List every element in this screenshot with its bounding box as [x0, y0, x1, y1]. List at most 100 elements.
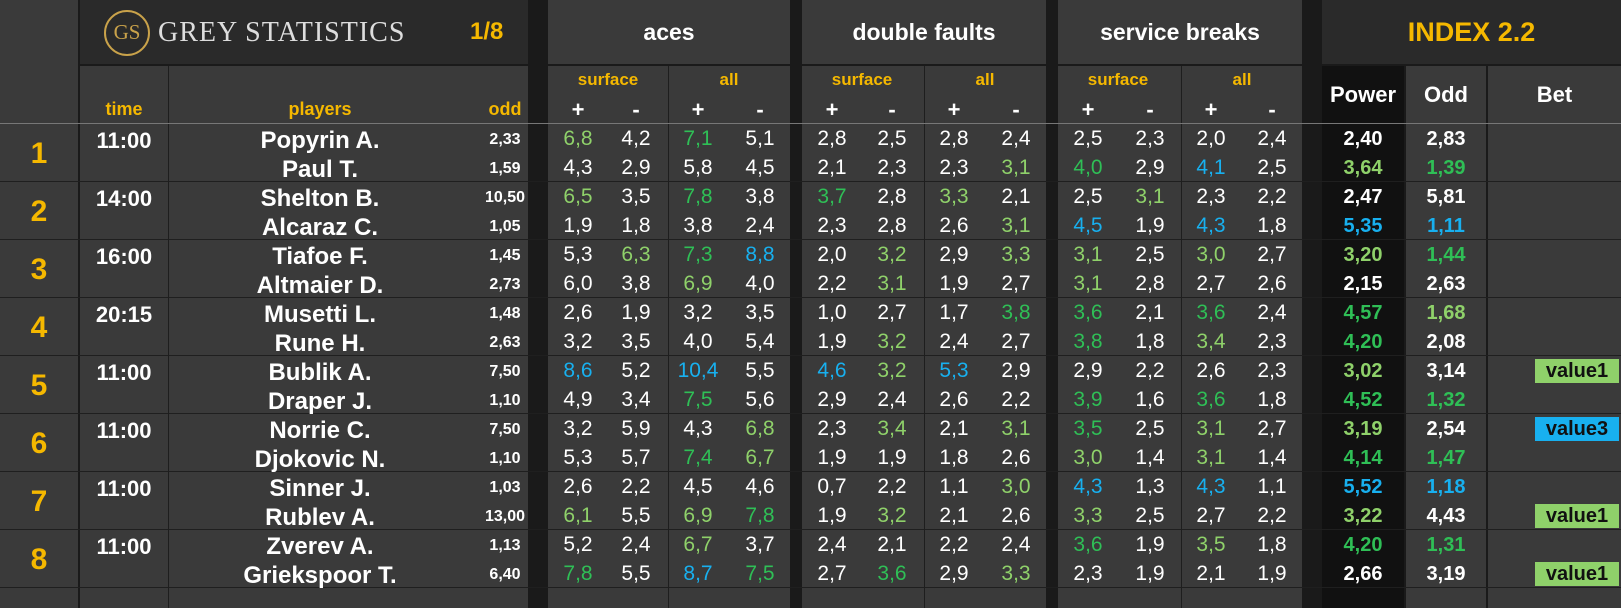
player-odd: 7,50 [489, 421, 521, 438]
players-col-bg [80, 124, 528, 608]
brand-name: GREY STATISTICS [158, 17, 406, 48]
aces-stat-cell: 5,7 [621, 446, 651, 469]
bet-value-badge[interactable]: value3 [1535, 417, 1619, 441]
sb-stat-cell: 2,3 [1073, 562, 1103, 585]
df-stat-cell: 2,4 [817, 533, 847, 556]
aces-stat-cell: 5,5 [621, 562, 651, 585]
df-stat-cell: 3,3 [1001, 243, 1031, 266]
bet-value-badge[interactable]: value1 [1535, 562, 1619, 586]
power-value: 2,15 [1343, 273, 1383, 295]
df-stat-cell: 2,6 [1001, 504, 1031, 527]
sb-stat-cell: 2,5 [1073, 185, 1103, 208]
sb-stat-cell: 2,9 [1135, 156, 1165, 179]
power-value: 3,02 [1343, 360, 1383, 382]
df-stat-cell: 1,0 [817, 301, 847, 324]
player-odd: 1,05 [489, 218, 521, 235]
player-name: Paul T. [281, 156, 359, 183]
index-odd-value: 1,44 [1426, 244, 1466, 266]
df-plus-header: + [947, 97, 961, 122]
df-header-bg [802, 0, 1046, 64]
header-corner [0, 0, 78, 124]
match-number: 1 [30, 137, 48, 170]
sb-stat-cell: 1,9 [1135, 214, 1165, 237]
aces-stat-cell: 3,8 [683, 214, 713, 237]
player-odd: 1,48 [489, 305, 521, 322]
df-stat-cell: 0,7 [817, 475, 847, 498]
df-stat-cell: 1,9 [877, 446, 907, 469]
player-name: Tiafoe F. [272, 243, 368, 270]
df-stat-cell: 2,8 [877, 185, 907, 208]
sb-stat-cell: 2,4 [1257, 127, 1287, 150]
player-odd: 1,03 [489, 479, 521, 496]
power-value: 3,19 [1343, 418, 1383, 440]
sb-all-header: all [1232, 70, 1252, 89]
power-col-header: Power [1329, 82, 1397, 107]
aces-stat-cell: 7,8 [563, 562, 593, 585]
df-stat-cell: 2,2 [817, 272, 847, 295]
sb-stat-cell: 2,1 [1196, 562, 1226, 585]
power-value: 4,20 [1343, 331, 1383, 353]
power-value: 3,22 [1343, 505, 1383, 527]
aces-stat-cell: 1,9 [563, 214, 593, 237]
aces-stat-cell: 7,8 [683, 185, 713, 208]
sb-stat-cell: 1,9 [1135, 562, 1165, 585]
aces-stat-cell: 3,8 [745, 185, 775, 208]
df-stat-cell: 3,1 [877, 272, 907, 295]
aces-stat-cell: 4,5 [745, 156, 775, 179]
sb-stat-cell: 2,2 [1257, 504, 1287, 527]
aces-stat-cell: 8,7 [683, 562, 713, 585]
index-odd-value: 1,39 [1426, 157, 1466, 179]
index-odd-value: 3,19 [1426, 563, 1466, 585]
df-stat-cell: 2,4 [1001, 533, 1031, 556]
df-stat-cell: 2,4 [939, 330, 969, 353]
df-stat-cell: 2,3 [939, 156, 969, 179]
match-time: 11:00 [96, 534, 152, 559]
aces-surface-header: surface [577, 70, 639, 89]
aces-stat-cell: 6,0 [563, 272, 593, 295]
brand-header [80, 0, 528, 64]
index-odd-value: 1,31 [1426, 534, 1466, 556]
df-stat-cell: 2,7 [877, 301, 907, 324]
sb-stat-cell: 4,1 [1196, 156, 1226, 179]
index-odd-value: 1,47 [1426, 447, 1466, 469]
player-odd: 10,50 [484, 189, 526, 206]
aces-stat-cell: 6,9 [683, 504, 713, 527]
sb-stat-cell: 2,2 [1257, 185, 1287, 208]
aces-stat-cell: 6,1 [563, 504, 593, 527]
sb-stat-cell: 2,5 [1257, 156, 1287, 179]
df-stat-cell: 2,7 [1001, 330, 1031, 353]
player-odd: 1,10 [489, 450, 521, 467]
bet-value-badge[interactable]: value1 [1535, 359, 1619, 383]
player-odd: 1,59 [489, 160, 521, 177]
sb-stat-cell: 1,4 [1257, 446, 1287, 469]
df-stat-cell: 2,9 [817, 388, 847, 411]
aces-stat-cell: 4,9 [563, 388, 593, 411]
sb-stat-cell: 2,2 [1135, 359, 1165, 382]
player-name: Musetti L. [264, 301, 376, 328]
aces-stat-cell: 8,8 [745, 243, 775, 266]
df-minus-header: - [888, 97, 896, 122]
aces-stat-cell: 3,5 [621, 185, 651, 208]
sb-stat-cell: 4,3 [1073, 475, 1103, 498]
power-col-bg [1322, 124, 1404, 608]
df-stat-cell: 2,6 [939, 388, 969, 411]
player-odd: 2,63 [489, 334, 521, 351]
sb-stat-cell: 3,0 [1196, 243, 1226, 266]
sb-stat-cell: 4,5 [1073, 214, 1103, 237]
sb-stat-cell: 2,3 [1257, 330, 1287, 353]
df-plus-header: + [825, 97, 839, 122]
df-stat-cell: 4,6 [817, 359, 847, 382]
bet-value-badge[interactable]: value1 [1535, 504, 1619, 528]
sb-stat-cell: 2,8 [1135, 272, 1165, 295]
sb-stat-cell: 4,0 [1073, 156, 1103, 179]
sb-stat-cell: 1,8 [1135, 330, 1165, 353]
sb-stat-cell: 4,3 [1196, 475, 1226, 498]
match-time: 11:00 [96, 128, 152, 153]
df-stat-cell: 2,3 [817, 417, 847, 440]
gs-logo-icon: GS [104, 10, 150, 56]
sb-plus-header: + [1081, 97, 1095, 122]
aces-stat-cell: 6,8 [745, 417, 775, 440]
match-number: 2 [30, 195, 48, 228]
sb-stat-cell: 2,7 [1196, 272, 1226, 295]
df-stat-cell: 2,8 [877, 214, 907, 237]
